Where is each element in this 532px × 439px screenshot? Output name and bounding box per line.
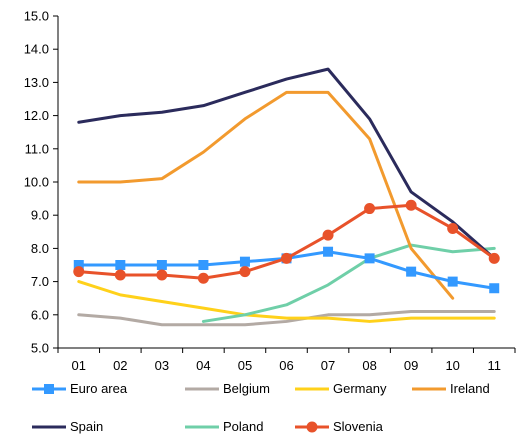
legend-marker-slovenia <box>306 421 318 433</box>
data-point-euro-area <box>239 256 250 267</box>
x-tick-label: 11 <box>487 358 501 373</box>
data-point-slovenia <box>156 269 168 281</box>
data-point-slovenia <box>197 272 209 284</box>
legend-marker-euro-area <box>44 384 54 394</box>
data-point-slovenia <box>281 252 292 264</box>
series-line-poland <box>201 243 496 323</box>
y-tick-label: 7.0 <box>31 274 49 289</box>
y-tick-label: 11.0 <box>25 141 49 156</box>
y-tick-label: 13.0 <box>24 75 49 90</box>
legend-label-ireland: Ireland <box>450 381 490 396</box>
legend-item-slovenia: Slovenia <box>295 419 384 434</box>
y-tick-label: 10.0 <box>24 175 49 190</box>
x-tick-label: 02 <box>113 358 127 373</box>
data-point-slovenia <box>322 229 334 241</box>
legend-label-slovenia: Slovenia <box>333 419 384 434</box>
data-point-euro-area <box>115 260 126 270</box>
legend-item-belgium: Belgium <box>185 381 270 396</box>
y-tick-label: 8.0 <box>31 241 49 256</box>
y-tick-label: 14.0 <box>24 42 49 57</box>
legend-label-euro-area: Euro area <box>70 381 128 396</box>
data-point-euro-area <box>156 260 167 270</box>
data-point-euro-area <box>73 260 84 270</box>
legend-label-belgium: Belgium <box>223 381 270 396</box>
data-point-slovenia <box>114 269 126 281</box>
series-layer <box>73 67 500 327</box>
y-tick-label: 15.0 <box>24 9 49 24</box>
series-line-belgium <box>77 309 496 327</box>
legend-label-spain: Spain <box>70 419 103 434</box>
data-point-slovenia <box>488 252 500 264</box>
x-tick-label: 08 <box>362 358 376 373</box>
x-tick-label: 09 <box>404 358 418 373</box>
x-tick-label: 01 <box>72 358 86 373</box>
data-point-slovenia <box>447 222 459 234</box>
data-point-slovenia <box>364 203 376 215</box>
data-point-euro-area <box>447 276 458 287</box>
x-tick-label: 06 <box>279 358 293 373</box>
data-point-slovenia <box>73 266 85 278</box>
data-point-euro-area <box>489 283 500 294</box>
y-tick-label: 6.0 <box>31 307 49 322</box>
data-point-euro-area <box>364 253 375 264</box>
y-tick-label: 9.0 <box>31 208 49 223</box>
legend-label-poland: Poland <box>223 419 263 434</box>
legend-item-spain: Spain <box>32 419 103 434</box>
x-tick-label: 07 <box>321 358 335 373</box>
series-line-slovenia <box>77 203 496 280</box>
legend-label-germany: Germany <box>333 381 387 396</box>
legend: Euro area Belgium Germany Ireland Spain Polan… <box>32 381 490 434</box>
axes: 5.0 6.0 7.0 8.0 9.0 10.0 11.0 12.0 13.0 14.0 15.0 0… <box>24 9 516 373</box>
data-point-slovenia <box>239 266 251 278</box>
data-point-slovenia <box>405 199 417 211</box>
y-tick-label: 5.0 <box>31 341 49 356</box>
legend-item-germany: Germany <box>295 381 387 396</box>
series-line-spain <box>77 67 496 260</box>
legend-item-euro-area: Euro area <box>32 381 128 396</box>
data-point-euro-area <box>323 246 334 257</box>
x-tick-label: 04 <box>196 358 210 373</box>
series-line-germany <box>77 280 496 323</box>
series-line-ireland <box>77 90 455 300</box>
y-tick-label: 12.0 <box>24 108 49 123</box>
data-point-euro-area <box>406 266 417 277</box>
legend-item-ireland: Ireland <box>412 381 490 396</box>
x-tick-label: 05 <box>238 358 252 373</box>
data-point-euro-area <box>198 260 209 270</box>
x-tick-label: 03 <box>155 358 169 373</box>
x-tick-label: 10 <box>445 358 459 373</box>
legend-item-poland: Poland <box>185 419 263 434</box>
